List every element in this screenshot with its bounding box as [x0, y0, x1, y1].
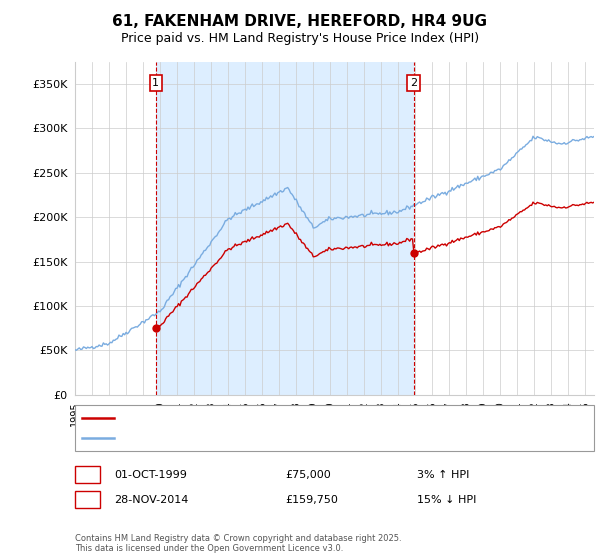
Text: £159,750: £159,750 — [285, 494, 338, 505]
Bar — [156, 62, 413, 395]
Text: 1: 1 — [84, 470, 91, 480]
Text: 61, FAKENHAM DRIVE, HEREFORD, HR4 9UG: 61, FAKENHAM DRIVE, HEREFORD, HR4 9UG — [113, 14, 487, 29]
Text: 2: 2 — [84, 494, 91, 505]
Text: 3% ↑ HPI: 3% ↑ HPI — [417, 470, 469, 480]
Text: 61, FAKENHAM DRIVE, HEREFORD, HR4 9UG (semi-detached house): 61, FAKENHAM DRIVE, HEREFORD, HR4 9UG (s… — [120, 413, 473, 423]
Text: 28-NOV-2014: 28-NOV-2014 — [114, 494, 188, 505]
Text: HPI: Average price, semi-detached house, Herefordshire: HPI: Average price, semi-detached house,… — [120, 433, 413, 443]
Text: 2: 2 — [410, 78, 417, 88]
Text: Price paid vs. HM Land Registry's House Price Index (HPI): Price paid vs. HM Land Registry's House … — [121, 32, 479, 45]
Text: 15% ↓ HPI: 15% ↓ HPI — [417, 494, 476, 505]
Text: Contains HM Land Registry data © Crown copyright and database right 2025.
This d: Contains HM Land Registry data © Crown c… — [75, 534, 401, 553]
Text: 01-OCT-1999: 01-OCT-1999 — [114, 470, 187, 480]
Text: £75,000: £75,000 — [285, 470, 331, 480]
Text: 1: 1 — [152, 78, 160, 88]
